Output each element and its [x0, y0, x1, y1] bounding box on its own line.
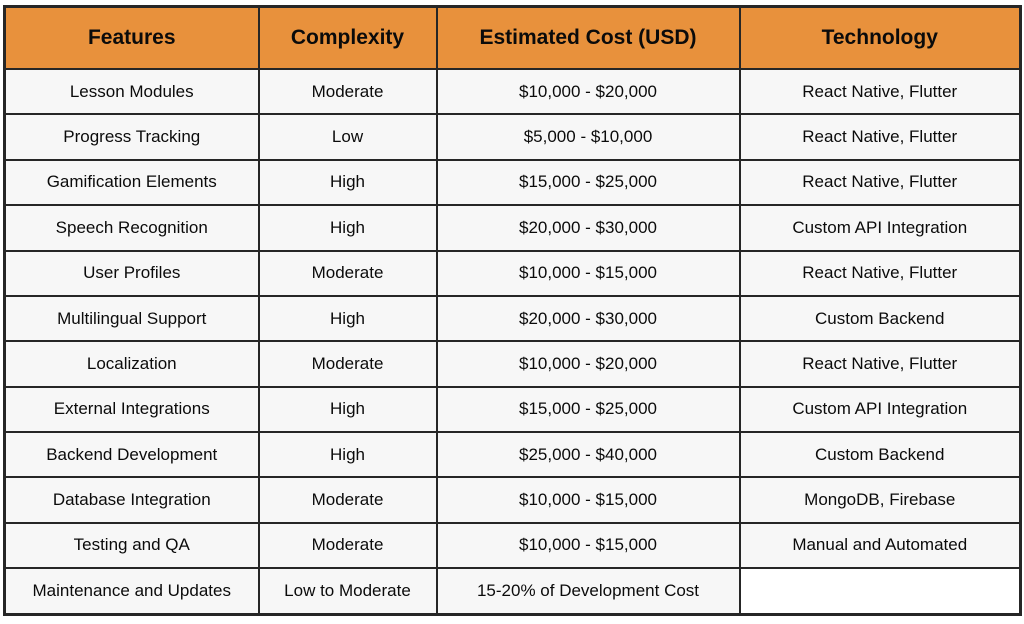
- cell-cost: $5,000 - $10,000: [435, 113, 741, 161]
- cell-technology: Custom API Integration: [738, 204, 1022, 252]
- cell-complexity: High: [257, 294, 438, 343]
- table-row: Progress Tracking Low $5,000 - $10,000 Reac…: [3, 113, 1022, 161]
- cell-cost: $10,000 - $15,000: [435, 249, 741, 297]
- cell-features: Lesson Modules: [3, 67, 260, 116]
- cell-complexity: Low: [257, 113, 438, 161]
- cell-complexity: Low to Moderate: [257, 567, 438, 616]
- cell-cost: $10,000 - $20,000: [435, 340, 741, 388]
- cell-complexity: High: [257, 158, 438, 207]
- cell-cost: $10,000 - $20,000: [435, 67, 741, 116]
- cell-technology: React Native, Flutter: [738, 340, 1022, 388]
- header-features: Features: [3, 5, 260, 70]
- cell-complexity: High: [257, 385, 438, 434]
- cell-technology: Custom Backend: [738, 294, 1022, 343]
- cell-cost: 15-20% of Development Cost: [435, 567, 741, 616]
- cell-features: Backend Development: [3, 430, 260, 479]
- cell-features: User Profiles: [3, 249, 260, 297]
- cell-technology: Custom Backend: [738, 430, 1022, 479]
- cell-cost: $15,000 - $25,000: [435, 385, 741, 434]
- cell-technology: MongoDB, Firebase: [738, 476, 1022, 524]
- cell-cost: $20,000 - $30,000: [435, 204, 741, 252]
- cell-features: Localization: [3, 340, 260, 388]
- table-row: User Profiles Moderate $10,000 - $15,000 Re…: [3, 249, 1022, 297]
- cell-technology: Custom API Integration: [738, 385, 1022, 434]
- header-complexity: Complexity: [257, 5, 438, 70]
- table-row: Maintenance and Updates Low to Moderate 15…: [3, 567, 1022, 616]
- cell-cost: $10,000 - $15,000: [435, 521, 741, 570]
- cell-features: Database Integration: [3, 476, 260, 524]
- table-row: External Integrations High $15,000 - $25,0…: [3, 385, 1022, 434]
- cell-features: Gamification Elements: [3, 158, 260, 207]
- header-cost: Estimated Cost (USD): [435, 5, 741, 70]
- cell-technology: React Native, Flutter: [738, 249, 1022, 297]
- cell-features: External Integrations: [3, 385, 260, 434]
- cell-complexity: Moderate: [257, 521, 438, 570]
- table-header: Features Complexity Estimated Cost (USD)…: [3, 5, 1022, 70]
- cell-complexity: Moderate: [257, 476, 438, 524]
- cell-technology: React Native, Flutter: [738, 67, 1022, 116]
- feature-cost-table: Features Complexity Estimated Cost (USD)…: [3, 5, 1022, 616]
- cell-cost: $10,000 - $15,000: [435, 476, 741, 524]
- table-row: Gamification Elements High $15,000 - $25,0…: [3, 158, 1022, 207]
- table-row: Speech Recognition High $20,000 - $30,000 C…: [3, 204, 1022, 252]
- cell-features: Progress Tracking: [3, 113, 260, 161]
- cell-technology: React Native, Flutter: [738, 158, 1022, 207]
- header-row: Features Complexity Estimated Cost (USD)…: [3, 5, 1022, 70]
- cell-technology: React Native, Flutter: [738, 113, 1022, 161]
- table-row: Testing and QA Moderate $10,000 - $15,000 M…: [3, 521, 1022, 570]
- cell-technology: Manual and Automated: [738, 521, 1022, 570]
- cell-features: Maintenance and Updates: [3, 567, 260, 616]
- cell-features: Speech Recognition: [3, 204, 260, 252]
- cell-cost: $25,000 - $40,000: [435, 430, 741, 479]
- cell-cost: $15,000 - $25,000: [435, 158, 741, 207]
- table-row: Lesson Modules Moderate $10,000 - $20,000 R…: [3, 67, 1022, 116]
- table-body: Lesson Modules Moderate $10,000 - $20,000 R…: [3, 67, 1022, 616]
- cell-technology: [738, 567, 1022, 616]
- cell-cost: $20,000 - $30,000: [435, 294, 741, 343]
- header-technology: Technology: [738, 5, 1022, 70]
- cell-complexity: Moderate: [257, 67, 438, 116]
- cell-complexity: Moderate: [257, 340, 438, 388]
- cell-features: Multilingual Support: [3, 294, 260, 343]
- table-row: Multilingual Support High $20,000 - $30,00…: [3, 294, 1022, 343]
- cell-complexity: Moderate: [257, 249, 438, 297]
- table-row: Backend Development High $25,000 - $40,000…: [3, 430, 1022, 479]
- cell-features: Testing and QA: [3, 521, 260, 570]
- table-row: Localization Moderate $10,000 - $20,000 Rea…: [3, 340, 1022, 388]
- cell-complexity: High: [257, 204, 438, 252]
- cell-complexity: High: [257, 430, 438, 479]
- table-row: Database Integration Moderate $10,000 - $1…: [3, 476, 1022, 524]
